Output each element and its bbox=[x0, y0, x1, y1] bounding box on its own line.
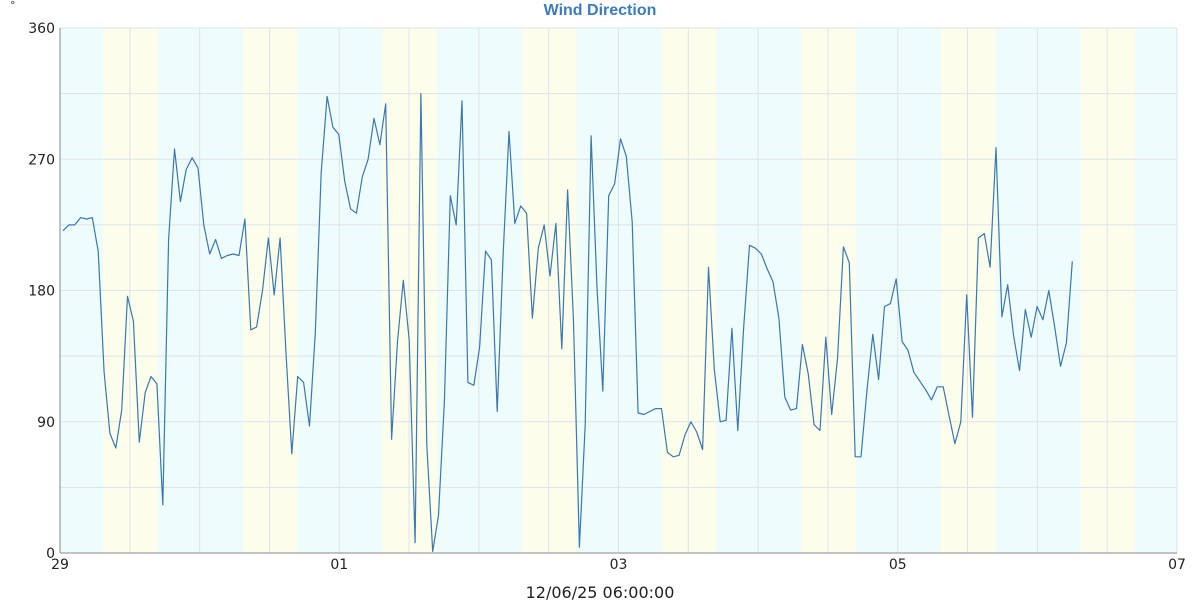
x-axis-label: 12/06/25 06:00:00 bbox=[526, 583, 675, 600]
y-tick-label: 180 bbox=[28, 284, 55, 300]
y-tick-label: 360 bbox=[28, 21, 55, 37]
y-tick-label: 90 bbox=[37, 415, 55, 431]
x-tick-label: 07 bbox=[1168, 557, 1186, 573]
x-tick-labels: 29 01 03 05 07 bbox=[51, 557, 1186, 573]
plot-series bbox=[62, 92, 1073, 553]
axes bbox=[59, 28, 1177, 554]
x-tick-label: 01 bbox=[330, 557, 348, 573]
chart-title: Wind Direction bbox=[544, 2, 657, 19]
x-tick-label: 05 bbox=[889, 557, 907, 573]
y-tick-label: 0 bbox=[46, 546, 55, 562]
y-axis-unit: ° bbox=[10, 0, 16, 12]
y-tick-labels: 0 90 180 270 360 bbox=[28, 21, 55, 562]
series-line-wind-direction bbox=[62, 92, 1073, 553]
x-tick-label: 03 bbox=[610, 557, 628, 573]
x-tick-label: 29 bbox=[51, 557, 69, 573]
y-tick-label: 270 bbox=[28, 152, 55, 168]
